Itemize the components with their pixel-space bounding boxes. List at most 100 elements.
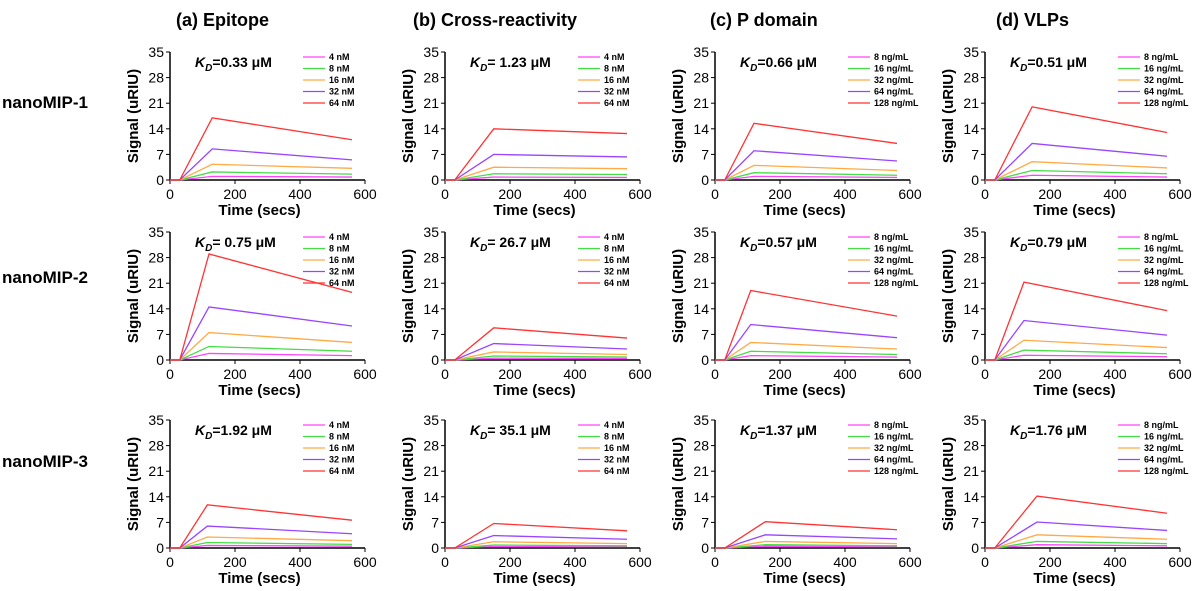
legend-label: 4 nM	[329, 232, 350, 242]
y-tick-label: 0	[971, 540, 979, 556]
y-tick-label: 21	[148, 275, 164, 291]
legend-label: 64 nM	[329, 98, 355, 108]
chart-panel-c3: 0 7 14 21 28 35 0 200 400 600 Time (secs) Signal (u…	[670, 412, 922, 587]
y-tick-label: 0	[156, 172, 164, 188]
y-tick-label: 7	[431, 514, 439, 530]
x-tick-label: 0	[981, 366, 989, 382]
legend-label: 4 nM	[604, 232, 625, 242]
x-tick-label: 600	[628, 554, 652, 570]
y-tick-label: 35	[423, 44, 439, 60]
x-tick-label: 600	[628, 366, 652, 382]
legend-label: 8 nM	[604, 432, 625, 442]
kd-annotation: KD= 26.7 μM	[470, 234, 551, 254]
x-tick-label: 200	[498, 366, 522, 382]
x-axis-label: Time (secs)	[1033, 382, 1115, 399]
y-tick-label: 14	[693, 489, 709, 505]
legend-label: 4 nM	[329, 52, 350, 62]
legend-label: 8 ng/mL	[1144, 52, 1179, 62]
y-tick-label: 7	[156, 146, 164, 162]
series-line	[985, 281, 1168, 361]
kd-annotation: KD=0.33 μM	[195, 54, 272, 74]
legend-label: 64 nM	[604, 98, 630, 108]
legend-label: 32 ng/mL	[874, 255, 914, 265]
legend-label: 32 nM	[604, 267, 630, 277]
x-axis-label: Time (secs)	[763, 570, 845, 587]
x-tick-label: 600	[1168, 366, 1192, 382]
legend-label: 16 ng/mL	[874, 432, 914, 442]
legend-label: 32 nM	[604, 87, 630, 97]
y-tick-label: 35	[693, 44, 709, 60]
row-label-nanomip-1: nanoMIP-1	[2, 93, 88, 112]
chart-panel-b1: 0 7 14 21 28 35 0 200 400 600 Time (secs) Signal (u…	[400, 44, 652, 219]
y-axis-label: Signal (uRIU)	[940, 437, 957, 531]
y-tick-label: 35	[423, 412, 439, 428]
legend-label: 64 nM	[329, 466, 355, 476]
y-tick-label: 35	[963, 224, 979, 240]
y-tick-label: 21	[963, 463, 979, 479]
column-title-vlps: (d) VLPs	[996, 10, 1070, 30]
y-tick-label: 0	[701, 540, 709, 556]
x-axis-label: Time (secs)	[763, 382, 845, 399]
legend-label: 16 ng/mL	[874, 64, 914, 74]
series-line	[445, 128, 628, 181]
x-tick-label: 0	[166, 554, 174, 570]
y-tick-label: 28	[423, 250, 439, 266]
x-tick-label: 0	[711, 366, 719, 382]
legend-label: 16 nM	[604, 443, 630, 453]
y-tick-label: 21	[963, 95, 979, 111]
series-line	[170, 345, 353, 361]
x-tick-label: 600	[1168, 554, 1192, 570]
x-tick-label: 0	[441, 554, 449, 570]
x-tick-label: 200	[223, 366, 247, 382]
legend-label: 8 ng/mL	[874, 232, 909, 242]
y-tick-label: 35	[693, 412, 709, 428]
y-tick-label: 14	[963, 301, 979, 317]
legend-label: 128 ng/mL	[1144, 278, 1189, 288]
chart-panel-d2: 0 7 14 21 28 35 0 200 400 600 Time (secs) Signal (u…	[940, 224, 1192, 399]
legend-label: 128 ng/mL	[1144, 98, 1189, 108]
y-tick-label: 7	[701, 326, 709, 342]
legend-label: 128 ng/mL	[1144, 466, 1189, 476]
x-tick-label: 600	[1168, 186, 1192, 202]
y-tick-label: 7	[156, 326, 164, 342]
y-tick-label: 14	[423, 301, 439, 317]
x-tick-label: 200	[223, 186, 247, 202]
legend-label: 16 nM	[329, 255, 355, 265]
y-tick-label: 28	[963, 70, 979, 86]
x-tick-label: 0	[981, 186, 989, 202]
chart-panel-c1: 0 7 14 21 28 35 0 200 400 600 Time (secs) Signal (u…	[670, 44, 922, 219]
series-line	[985, 142, 1168, 181]
y-tick-label: 21	[148, 95, 164, 111]
x-axis-label: Time (secs)	[218, 202, 300, 219]
x-tick-label: 600	[353, 366, 377, 382]
x-tick-label: 200	[768, 366, 792, 382]
y-axis-label: Signal (uRIU)	[400, 249, 417, 343]
legend-label: 64 ng/mL	[874, 87, 914, 97]
x-axis-label: Time (secs)	[218, 570, 300, 587]
legend-label: 8 ng/mL	[874, 420, 909, 430]
y-tick-label: 21	[963, 275, 979, 291]
x-tick-label: 600	[898, 366, 922, 382]
chart-panel-c2: 0 7 14 21 28 35 0 200 400 600 Time (secs) Signal (u…	[670, 224, 922, 399]
y-tick-label: 7	[431, 326, 439, 342]
legend-label: 32 ng/mL	[1144, 75, 1184, 85]
series-line	[445, 522, 628, 549]
y-axis-label: Signal (uRIU)	[400, 69, 417, 163]
kd-annotation: KD=1.92 μM	[195, 422, 272, 442]
y-axis-label: Signal (uRIU)	[400, 437, 417, 531]
x-tick-label: 0	[711, 186, 719, 202]
x-tick-label: 400	[833, 366, 857, 382]
kd-annotation: KD= 1.23 μM	[470, 54, 551, 74]
x-tick-label: 400	[288, 366, 312, 382]
legend-label: 8 ng/mL	[874, 52, 909, 62]
x-tick-label: 0	[441, 366, 449, 382]
x-tick-label: 0	[981, 554, 989, 570]
legend-label: 32 ng/mL	[1144, 443, 1184, 453]
x-tick-label: 200	[768, 554, 792, 570]
x-tick-label: 200	[498, 186, 522, 202]
legend-label: 16 ng/mL	[1144, 244, 1184, 254]
y-tick-label: 7	[971, 514, 979, 530]
chart-panel-b3: 0 7 14 21 28 35 0 200 400 600 Time (secs) Signal (u…	[400, 412, 652, 587]
legend-label: 64 ng/mL	[1144, 267, 1184, 277]
kd-annotation: KD=0.79 μM	[1010, 234, 1087, 254]
